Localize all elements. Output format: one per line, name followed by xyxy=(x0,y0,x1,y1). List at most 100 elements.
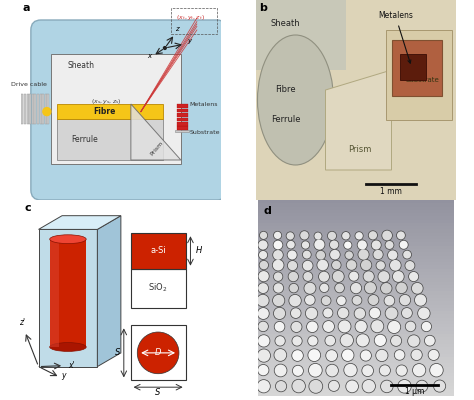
Circle shape xyxy=(384,296,394,306)
Circle shape xyxy=(275,380,287,392)
Bar xyxy=(257,393,454,396)
Circle shape xyxy=(344,364,357,376)
Circle shape xyxy=(400,295,410,305)
Circle shape xyxy=(259,231,268,240)
Bar xyxy=(24,94,26,124)
Circle shape xyxy=(357,240,368,250)
Circle shape xyxy=(258,271,269,281)
Circle shape xyxy=(335,284,344,292)
Circle shape xyxy=(343,241,352,250)
Circle shape xyxy=(300,230,310,240)
Circle shape xyxy=(309,364,322,377)
Bar xyxy=(257,363,454,366)
Bar xyxy=(257,308,454,311)
Circle shape xyxy=(399,294,411,306)
Circle shape xyxy=(273,260,283,270)
Bar xyxy=(257,324,454,327)
Circle shape xyxy=(320,284,328,292)
Bar xyxy=(257,206,454,210)
Circle shape xyxy=(300,231,309,240)
Circle shape xyxy=(292,322,301,332)
Circle shape xyxy=(351,283,361,293)
Text: Sheath: Sheath xyxy=(271,20,301,28)
Circle shape xyxy=(292,336,302,346)
Circle shape xyxy=(305,295,315,305)
Bar xyxy=(257,347,454,350)
Circle shape xyxy=(342,350,354,361)
Circle shape xyxy=(289,272,298,281)
Circle shape xyxy=(414,294,427,306)
Circle shape xyxy=(337,307,349,319)
Circle shape xyxy=(356,334,370,347)
Circle shape xyxy=(382,230,392,240)
Circle shape xyxy=(325,336,335,346)
Text: S: S xyxy=(155,388,161,396)
Bar xyxy=(257,246,454,249)
Circle shape xyxy=(428,350,439,360)
Circle shape xyxy=(391,336,401,346)
Circle shape xyxy=(326,365,338,376)
Text: Prism: Prism xyxy=(348,146,371,154)
Circle shape xyxy=(258,270,270,282)
Circle shape xyxy=(418,308,430,319)
Circle shape xyxy=(257,364,269,376)
Circle shape xyxy=(43,108,51,116)
Bar xyxy=(385,30,452,120)
Circle shape xyxy=(395,282,408,294)
Circle shape xyxy=(408,335,419,347)
Circle shape xyxy=(293,366,303,376)
Bar xyxy=(257,292,454,295)
Circle shape xyxy=(372,240,381,250)
Circle shape xyxy=(274,308,285,319)
Circle shape xyxy=(290,308,301,319)
Bar xyxy=(257,301,454,304)
Circle shape xyxy=(402,308,412,318)
Bar xyxy=(257,357,454,360)
Circle shape xyxy=(344,363,357,377)
Bar xyxy=(400,54,426,80)
Circle shape xyxy=(328,380,340,392)
Circle shape xyxy=(361,350,371,361)
Circle shape xyxy=(137,332,179,374)
Circle shape xyxy=(305,307,318,320)
Circle shape xyxy=(306,321,319,333)
Bar xyxy=(47,94,49,124)
Text: SiO$_2$: SiO$_2$ xyxy=(148,282,168,294)
Circle shape xyxy=(273,250,283,260)
Bar xyxy=(27,94,28,124)
Circle shape xyxy=(356,232,363,240)
Circle shape xyxy=(257,321,269,332)
Circle shape xyxy=(274,364,287,376)
Bar xyxy=(257,230,454,233)
Bar xyxy=(257,344,454,347)
Bar xyxy=(177,118,188,121)
Circle shape xyxy=(259,260,269,270)
Bar xyxy=(19,94,21,124)
Text: Substrate: Substrate xyxy=(406,77,439,83)
Circle shape xyxy=(397,379,411,394)
Circle shape xyxy=(341,231,350,240)
Bar xyxy=(257,226,454,229)
Circle shape xyxy=(396,231,406,240)
Circle shape xyxy=(380,380,393,393)
Circle shape xyxy=(303,251,311,259)
Circle shape xyxy=(385,306,398,320)
Circle shape xyxy=(309,380,322,393)
Circle shape xyxy=(416,381,428,392)
Circle shape xyxy=(404,260,415,271)
Circle shape xyxy=(375,260,386,270)
Circle shape xyxy=(411,350,422,360)
Text: a: a xyxy=(23,3,30,13)
Circle shape xyxy=(164,47,166,49)
Circle shape xyxy=(357,248,370,260)
Bar xyxy=(32,94,34,124)
Circle shape xyxy=(302,260,313,271)
Circle shape xyxy=(303,282,316,295)
Circle shape xyxy=(402,250,412,259)
Circle shape xyxy=(336,296,346,306)
Bar xyxy=(51,54,181,164)
Bar xyxy=(29,94,31,124)
Text: b: b xyxy=(259,3,267,13)
Bar xyxy=(257,275,454,278)
Circle shape xyxy=(322,296,330,305)
